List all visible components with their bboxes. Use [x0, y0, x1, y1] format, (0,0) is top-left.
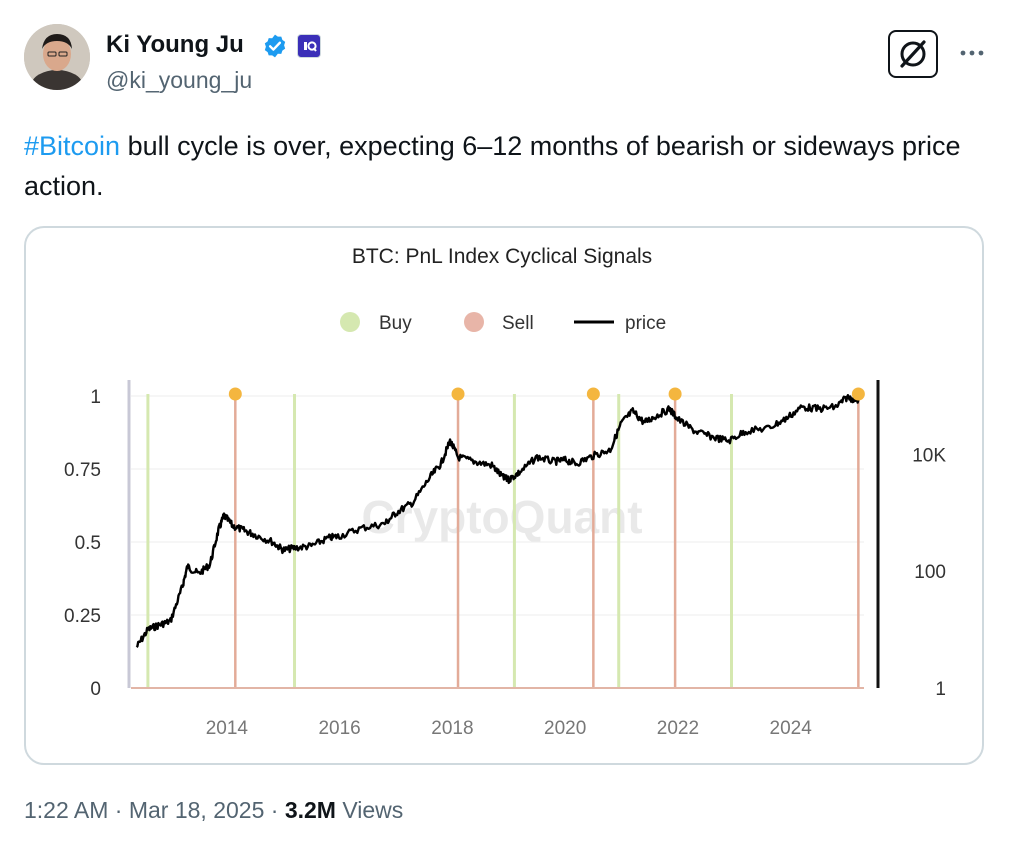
y-left-tick-label: 0.5 [75, 533, 101, 554]
x-tick-label: 2014 [206, 718, 249, 739]
x-tick-label: 2020 [544, 718, 586, 739]
tweet-date[interactable]: Mar 18, 2025 [128, 797, 265, 823]
sell-marker [451, 387, 465, 401]
legend-buy-swatch [340, 312, 360, 332]
person-avatar [24, 24, 90, 90]
chart-card[interactable]: BTC: PnL Index Cyclical Signals Buy Sell… [24, 226, 984, 765]
y-left-tick-label: 1 [90, 387, 101, 408]
sell-marker [586, 387, 600, 401]
chart-title: BTC: PnL Index Cyclical Signals [352, 245, 652, 268]
signal-lines [146, 394, 860, 688]
y-left-tick-label: 0.25 [64, 606, 101, 627]
y-left-tick-label: 0.75 [64, 460, 101, 481]
verified-badge-icon[interactable] [262, 33, 288, 59]
more-dots-icon [960, 50, 984, 56]
grok-button[interactable] [888, 30, 938, 78]
grok-icon [900, 40, 926, 68]
legend-price-label: price [625, 313, 666, 334]
views-label: Views [335, 797, 404, 823]
legend-buy-label: Buy [379, 313, 412, 334]
y-right-tick-label: 1 [935, 679, 946, 700]
price-line [135, 394, 860, 648]
meta-separator: · [108, 797, 129, 823]
meta-separator: · [264, 797, 285, 823]
tweet-time[interactable]: 1:22 AM [24, 797, 109, 823]
sell-marker [228, 387, 242, 401]
views-count: 3.2M [284, 797, 336, 823]
x-tick-label: 2018 [431, 718, 473, 739]
cryptoquant-affiliate-icon[interactable] [297, 34, 321, 58]
tweet-text: #Bitcoin bull cycle is over, expecting 6… [24, 126, 964, 206]
chart-axes [127, 380, 880, 689]
hashtag-link[interactable]: #Bitcoin [24, 131, 121, 161]
y-right-tick-label: 100 [914, 562, 946, 583]
x-tick-label: 2022 [657, 718, 699, 739]
y-right-tick-label: 10K [912, 445, 946, 466]
chart-grid [131, 395, 864, 689]
author-name[interactable]: Ki Young Ju [106, 31, 244, 58]
avatar[interactable] [24, 24, 90, 90]
x-tick-label: 2024 [770, 718, 813, 739]
legend-sell-swatch [464, 312, 484, 332]
legend-sell-label: Sell [502, 313, 534, 334]
author-handle[interactable]: @ki_young_ju [106, 67, 253, 93]
sell-markers [228, 387, 865, 401]
x-tick-label: 2016 [318, 718, 360, 739]
more-options-button[interactable] [957, 38, 987, 68]
tweet-meta: 1:22 AM · Mar 18, 2025 · 3.2M Views [24, 795, 403, 825]
y-left-tick-label: 0 [90, 679, 101, 700]
chart-legend: Buy Sell price [340, 312, 666, 334]
sell-marker [668, 387, 682, 401]
chart-watermark: CryptoQuant [361, 491, 642, 543]
chart-ticks: 2014 2016 2018 2020 2022 2024 0 0.25 0.5 0.75 1 1 10… [64, 387, 946, 739]
sell-marker [851, 387, 865, 401]
tweet-body: bull cycle is over, expecting 6–12 month… [24, 131, 961, 201]
chart: BTC: PnL Index Cyclical Signals Buy Sell… [64, 245, 946, 739]
